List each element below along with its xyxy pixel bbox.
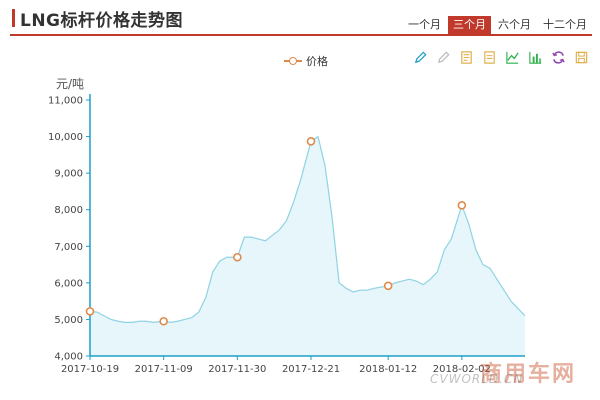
watermark-site: CVWORLD.CN — [430, 372, 524, 386]
tab-twelve-months[interactable]: 十二个月 — [543, 18, 587, 31]
y-axis-label: 元/吨 — [56, 77, 85, 91]
data-point-marker — [306, 137, 316, 146]
tab-one-month[interactable]: 一个月 — [408, 18, 441, 31]
page-title: LNG标杆价格走势图 — [20, 11, 184, 31]
data-point-marker — [159, 316, 168, 326]
data-point-marker — [233, 252, 242, 262]
data-view-icon[interactable] — [458, 49, 475, 66]
watermark-brand: 商用车网 — [480, 362, 577, 387]
data-point-marker — [383, 281, 393, 291]
y-tick-label: 10,000 — [48, 132, 83, 143]
tab-six-months[interactable]: 六个月 — [498, 18, 531, 31]
x-tick-label: 2017-10-19 — [61, 364, 119, 375]
x-tick-label: 2018-02-02 — [433, 364, 491, 375]
line-chart-icon[interactable] — [504, 49, 521, 66]
bar-chart-icon[interactable] — [527, 49, 544, 66]
legend-marker-icon — [284, 57, 302, 65]
tab-three-months[interactable]: 三个月 — [448, 16, 491, 34]
x-tick-label: 2017-12-21 — [282, 364, 340, 375]
legend-label: 价格 — [306, 55, 328, 68]
x-tick-label: 2017-11-09 — [135, 364, 193, 375]
document-icon[interactable] — [481, 49, 498, 66]
header-divider — [10, 34, 592, 36]
y-tick-label: 11,000 — [48, 96, 83, 107]
y-tick-label: 5,000 — [54, 315, 83, 326]
chart-header: LNG标杆价格走势图 一个月 三个月 六个月 十二个月 — [0, 0, 600, 34]
title-accent-bar — [12, 9, 15, 27]
data-point-marker — [457, 201, 467, 210]
series-area-price — [90, 136, 525, 356]
save-icon[interactable] — [573, 49, 590, 66]
range-tabs: 一个月 三个月 六个月 十二个月 — [403, 16, 592, 34]
x-tick-label: 2017-11-30 — [208, 364, 266, 375]
y-tick-label: 4,000 — [54, 352, 83, 363]
data-point-marker — [85, 307, 95, 316]
y-tick-label: 9,000 — [54, 169, 83, 180]
refresh-icon[interactable] — [550, 49, 567, 66]
x-tick-label: 2018-01-12 — [359, 364, 417, 375]
y-tick-label: 7,000 — [54, 242, 83, 253]
y-tick-label: 8,000 — [54, 205, 83, 216]
chart-legend[interactable]: 价格 — [284, 53, 328, 69]
eraser-icon[interactable] — [435, 49, 452, 66]
y-tick-label: 6,000 — [54, 278, 83, 289]
chart-toolbar — [412, 49, 590, 66]
pencil-icon[interactable] — [412, 49, 429, 66]
